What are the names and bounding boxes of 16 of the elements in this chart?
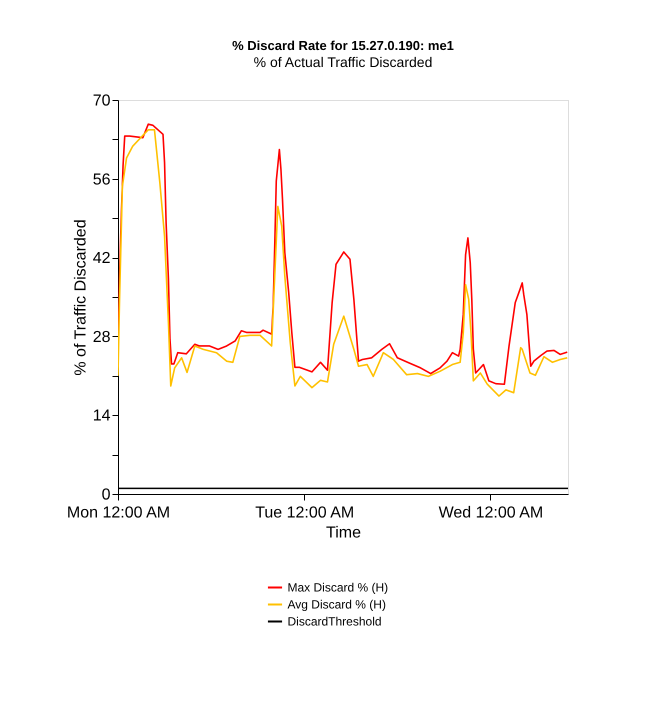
y-tick-label: 56 <box>92 171 111 188</box>
y-tick-label: 28 <box>92 328 111 346</box>
y-tick-label: 14 <box>92 408 111 425</box>
y-tick-label: 42 <box>92 250 111 268</box>
x-tick-label: Mon 12:00 AM <box>66 504 170 522</box>
chart-title: % Discard Rate for 15.27.0.190: me1 <box>232 38 454 53</box>
chart-subtitle: % of Actual Traffic Discarded <box>254 54 432 70</box>
y-axis-title: % of Traffic Discarded <box>72 219 90 376</box>
x-tick-label: Wed 12:00 AM <box>438 504 544 522</box>
y-tick-label: 0 <box>102 486 111 504</box>
legend-label: Avg Discard % (H) <box>288 598 386 612</box>
y-tick-label: 70 <box>92 92 111 110</box>
legend-label: DiscardThreshold <box>288 614 382 628</box>
x-axis-title: Time <box>326 524 362 542</box>
x-tick-label: Tue 12:00 AM <box>255 504 354 522</box>
legend-label: Max Discard % (H) <box>288 580 388 594</box>
